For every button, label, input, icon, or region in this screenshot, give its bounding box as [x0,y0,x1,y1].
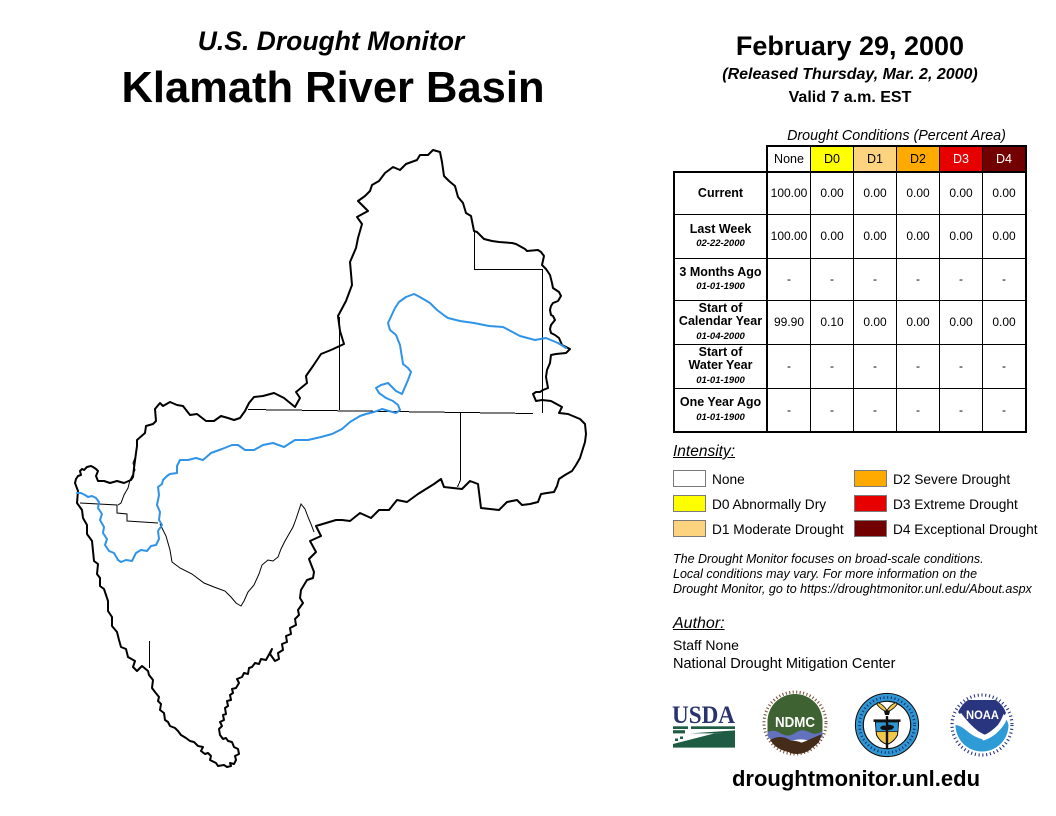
svg-text:NDMC: NDMC [775,714,815,731]
svg-text:NOAA: NOAA [966,710,999,722]
svg-text:USDA: USDA [672,702,735,729]
